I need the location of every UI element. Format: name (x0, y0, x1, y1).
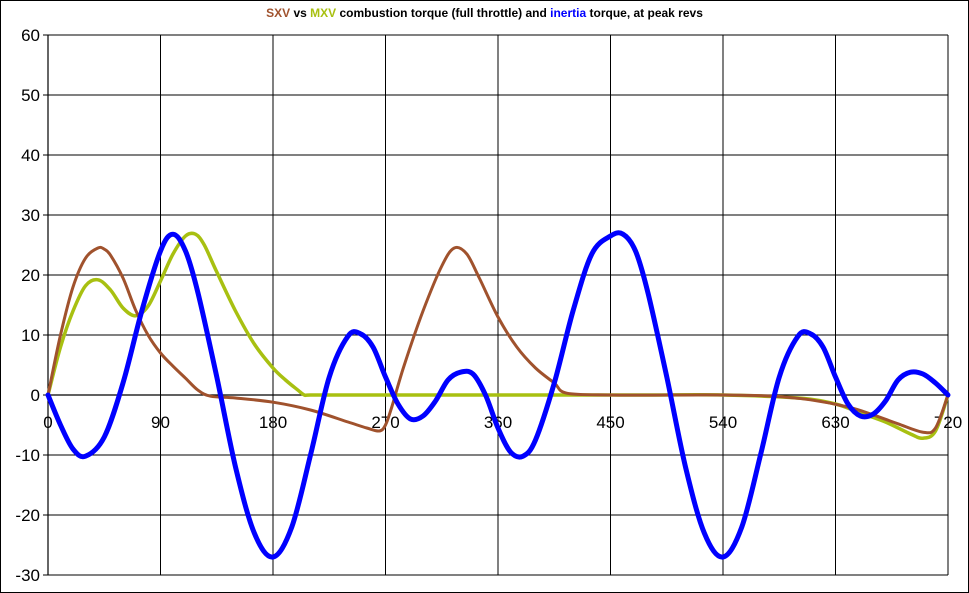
x-tick-label: 540 (709, 413, 737, 432)
y-tick-label: -10 (15, 446, 40, 465)
y-tick-label: -30 (15, 566, 40, 585)
chart-title-part: combustion torque (full throttle) and (336, 6, 551, 20)
series-line-3 (45, 230, 951, 560)
chart-title-part: vs (290, 6, 311, 20)
x-axis-tick-labels: 0 90 180 270 360 450 540 630 720 (43, 413, 962, 432)
x-tick-label: 180 (259, 413, 287, 432)
axes (43, 34, 949, 576)
y-tick-label: 60 (21, 26, 40, 45)
grid-lines (47, 34, 949, 576)
y-tick-label: -20 (15, 506, 40, 525)
y-tick-label: 0 (31, 386, 40, 405)
chart-title-part: MXV (310, 6, 337, 20)
x-tick-label: 630 (821, 413, 849, 432)
x-tick-label: 450 (596, 413, 624, 432)
y-tick-label: 20 (21, 266, 40, 285)
chart-title-part: inertia (550, 6, 587, 20)
y-tick-label: 30 (21, 206, 40, 225)
y-axis-tick-labels: 60 50 40 30 20 10 0 -10 -20 -30 (15, 26, 40, 585)
series-line-2 (46, 245, 950, 435)
chart-title-part: SXV (266, 6, 291, 20)
series-lines (45, 230, 951, 560)
chart-title-part: torque, at peak revs (586, 6, 703, 20)
chart-title: SXV vs MXV combustion torque (full throt… (0, 6, 969, 20)
y-tick-label: 50 (21, 86, 40, 105)
y-tick-label: 10 (21, 326, 40, 345)
x-tick-label: 0 (43, 413, 52, 432)
y-tick-label: 40 (21, 146, 40, 165)
x-tick-label: 90 (151, 413, 170, 432)
